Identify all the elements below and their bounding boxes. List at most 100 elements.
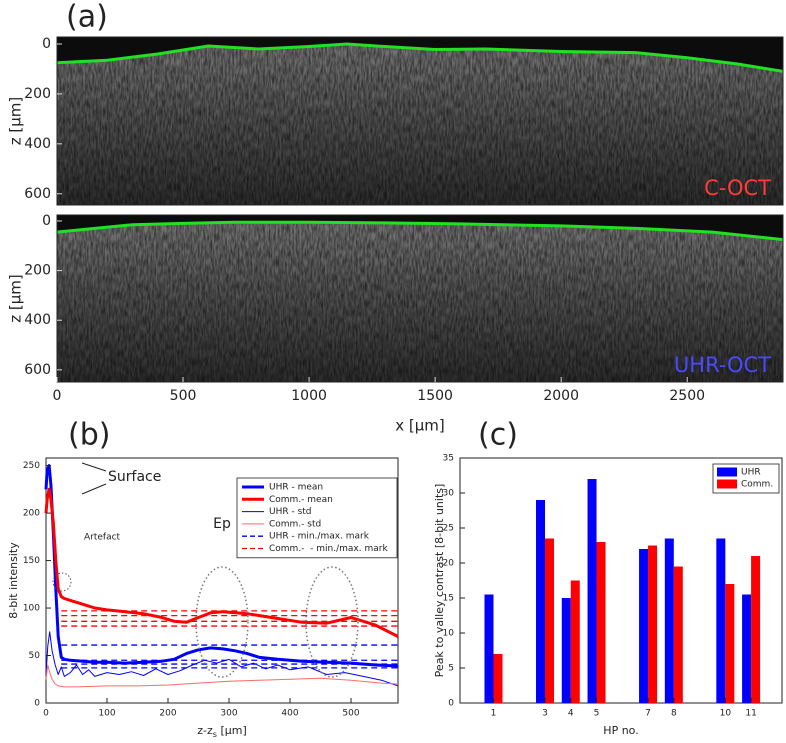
y-tick-label: 200 <box>24 86 51 102</box>
y-axis-label: z [μm] <box>7 97 25 146</box>
bar <box>751 556 761 703</box>
x-axis-label-part: z-z <box>197 724 213 737</box>
annotation-arrow <box>81 483 107 495</box>
bar <box>648 545 658 703</box>
y-tick-label: 400 <box>24 136 51 152</box>
bar <box>673 566 683 703</box>
y-tick-label: 50 <box>29 651 41 661</box>
x-tick-label: 11 <box>745 709 756 719</box>
bar <box>561 598 571 703</box>
x-tick-label: 5 <box>594 709 600 719</box>
y-tick-label: 15 <box>443 594 454 604</box>
annotation-arrow <box>81 462 107 472</box>
y-tick-label: 100 <box>23 604 40 614</box>
bar <box>587 479 597 703</box>
x-tick-label: 2500 <box>669 388 705 404</box>
legend-label: UHR - std <box>269 507 312 517</box>
x-tick-label: 3 <box>542 709 548 719</box>
y-tick-label: 0 <box>448 699 454 709</box>
x-tick-label: 400 <box>281 709 298 719</box>
y-axis-label: Peak to valley contrast [8-bit units] <box>433 484 446 678</box>
x-tick-label: 100 <box>98 709 115 719</box>
x-tick-label: 10 <box>720 709 732 719</box>
annotation: Artefact <box>84 533 121 543</box>
x-tick-label: 1 <box>491 709 497 719</box>
panel-label: (b) <box>68 418 110 453</box>
x-tick-label: 300 <box>220 709 237 719</box>
x-tick-label: 500 <box>342 709 359 719</box>
overlay-label: UHR-OCT <box>674 353 771 377</box>
bar <box>545 538 555 703</box>
y-tick-label: 35 <box>443 454 454 464</box>
y-tick-label: 150 <box>23 556 40 566</box>
y-tick-label: 600 <box>24 186 51 202</box>
x-axis-label: z-zs [μm] <box>197 724 247 739</box>
x-tick-label: 1000 <box>291 388 327 404</box>
y-axis-label: z [μm] <box>7 274 25 323</box>
series-line <box>45 664 399 688</box>
surface-line <box>56 42 784 73</box>
x-tick-label: 0 <box>43 709 49 719</box>
bar <box>664 538 674 703</box>
legend-label: UHR <box>741 468 761 478</box>
panel-label: (a) <box>66 0 108 35</box>
oct-speckle <box>57 37 783 205</box>
surface-line <box>56 220 784 242</box>
x-axis-label-sub: s <box>213 730 217 739</box>
plot-frame <box>56 36 784 206</box>
y-tick-label: 5 <box>448 664 454 674</box>
y-tick-label: 25 <box>443 524 454 534</box>
bar <box>536 500 546 703</box>
series-line <box>44 464 399 668</box>
y-tick-label: 20 <box>443 559 455 569</box>
legend-label: UHR - mean <box>269 483 323 493</box>
x-tick-label: 200 <box>159 709 176 719</box>
bar <box>493 654 503 703</box>
plot-frame <box>56 214 784 383</box>
annotation-ellipse <box>305 566 359 678</box>
y-tick-label: 0 <box>42 36 51 52</box>
legend-label: Comm.- mean <box>269 495 333 505</box>
x-tick-label: 7 <box>645 709 651 719</box>
bar <box>639 549 649 703</box>
annotation-circle <box>52 572 72 592</box>
bar <box>742 594 752 703</box>
y-tick-label: 600 <box>24 362 51 378</box>
y-axis-label: 8-bit intensity <box>7 542 20 619</box>
oct-speckle <box>57 215 783 382</box>
above-surface <box>57 37 783 72</box>
bar <box>570 580 580 703</box>
bar <box>716 538 726 703</box>
x-tick-label: 4 <box>568 709 574 719</box>
y-tick-label: 200 <box>24 263 51 279</box>
legend-box <box>236 477 398 559</box>
series-line <box>45 631 399 687</box>
y-tick-label: 200 <box>23 509 40 519</box>
bar <box>596 542 606 703</box>
x-tick-label: 0 <box>53 388 62 404</box>
annotation-ellipse <box>195 566 249 678</box>
y-tick-label: 250 <box>23 461 40 471</box>
x-axis-label: x [μm] <box>395 417 445 435</box>
overlay-label: C-OCT <box>704 176 771 200</box>
bar <box>484 594 494 703</box>
panel-label: (c) <box>478 418 518 453</box>
x-tick-label: 8 <box>671 709 677 719</box>
y-tick-label: 400 <box>24 312 51 328</box>
x-axis-label-unit: [μm] <box>217 724 247 737</box>
y-tick-label: 30 <box>443 489 455 499</box>
x-tick-label: 2000 <box>543 388 579 404</box>
y-tick-label: 10 <box>443 629 455 639</box>
legend-swatch <box>717 467 737 477</box>
y-tick-label: 0 <box>42 213 51 229</box>
x-tick-label: 1500 <box>417 388 453 404</box>
x-axis-label: HP no. <box>603 724 638 737</box>
legend-label: Comm. <box>741 480 773 490</box>
legend-label: Comm.- std <box>269 519 321 529</box>
legend-label: UHR - min./max. mark <box>269 532 370 542</box>
legend-swatch <box>717 479 737 489</box>
y-tick-label: 0 <box>34 699 40 709</box>
annotation: Surface <box>108 469 161 485</box>
legend-label: Comm.- - min./max. mark <box>269 544 388 554</box>
